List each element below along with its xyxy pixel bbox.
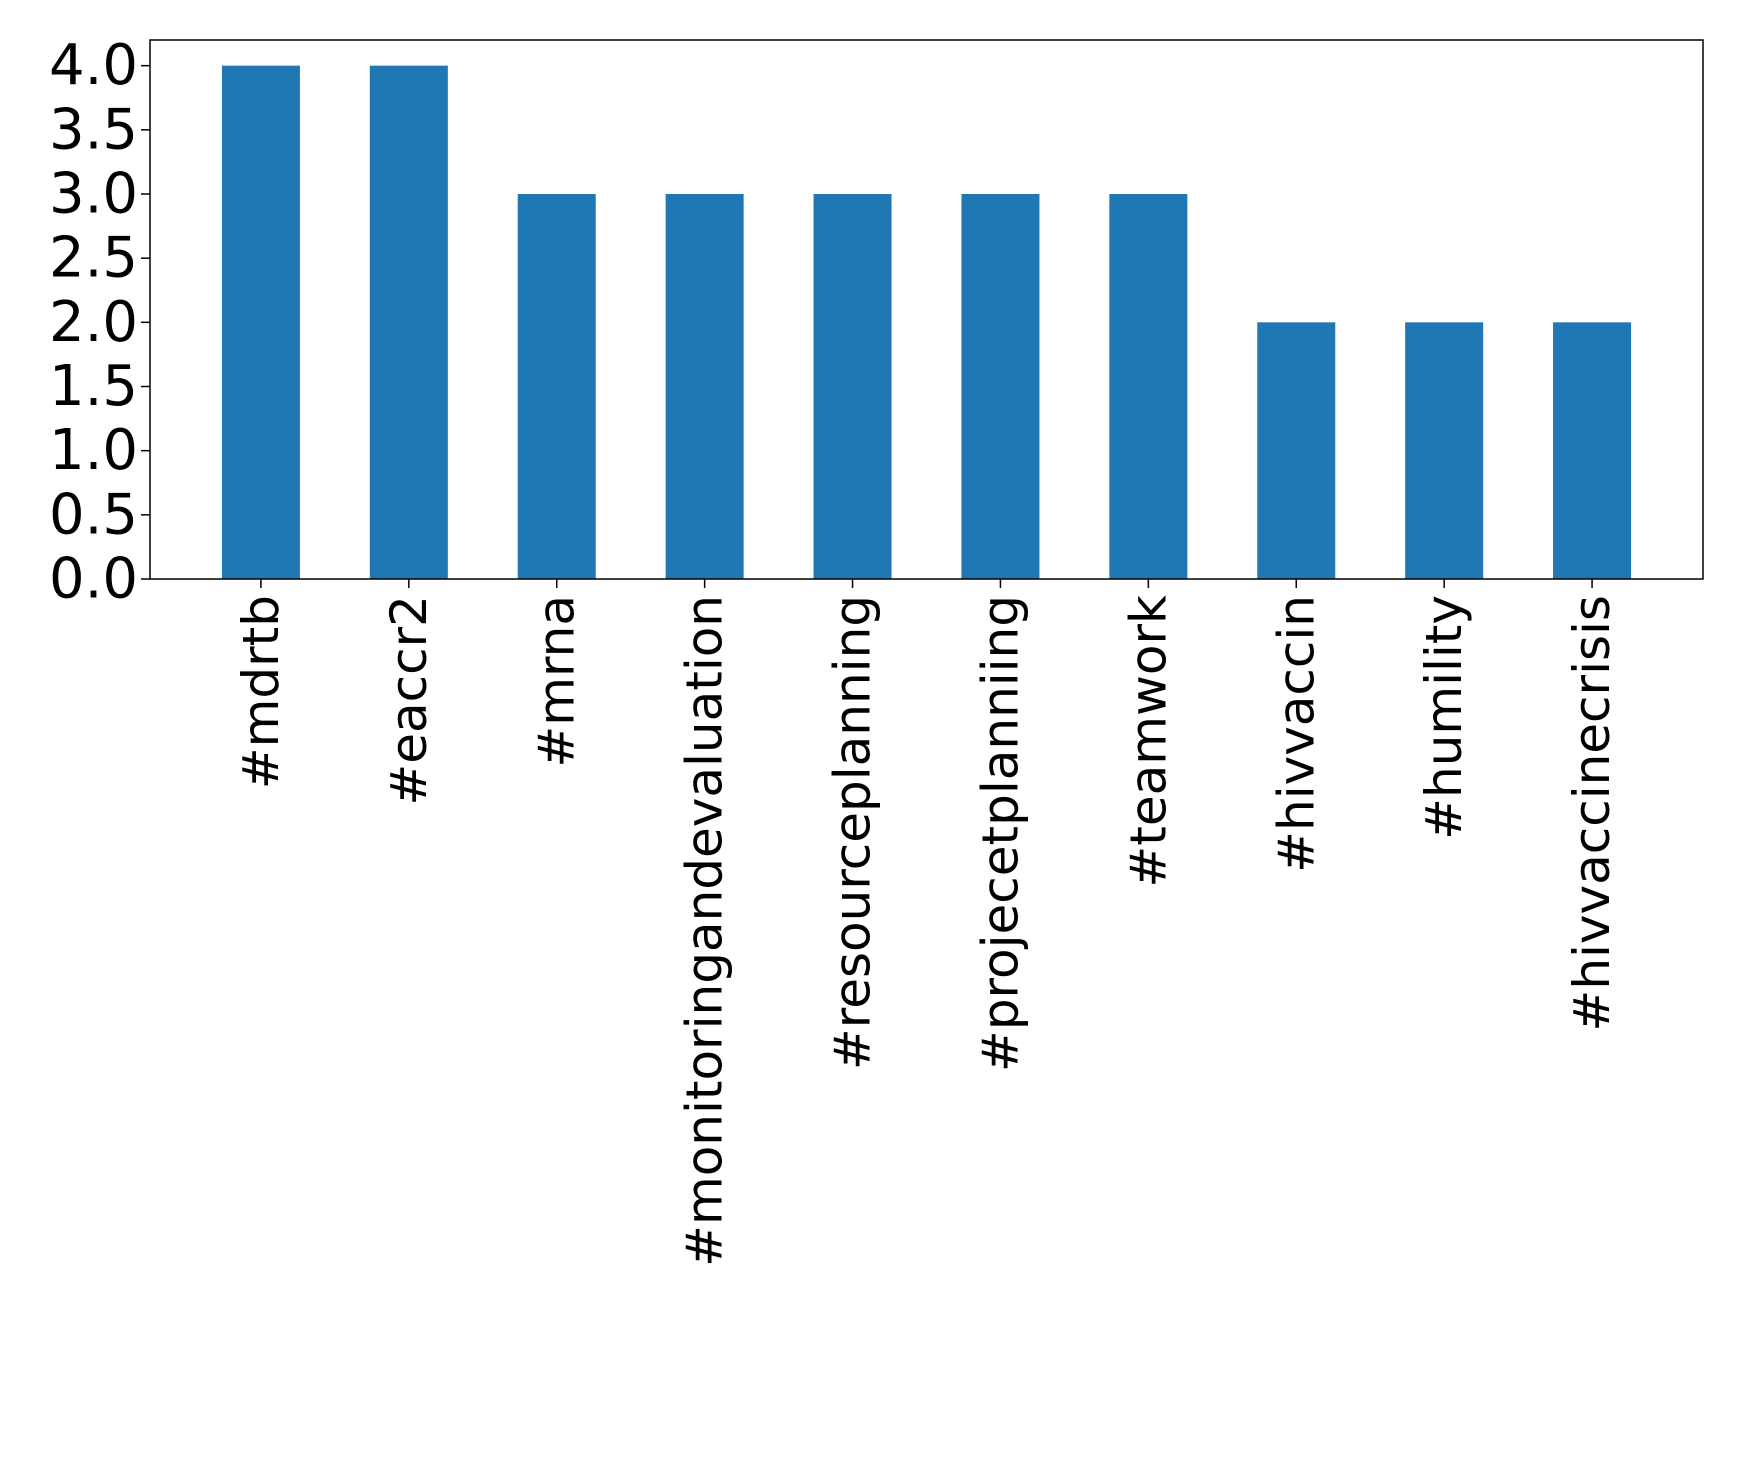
y-tick-label: 0.5 xyxy=(49,482,138,547)
x-tick-label: #monitoringandevaluation xyxy=(676,595,734,1267)
y-tick-label: 4.0 xyxy=(49,33,138,98)
y-tick-label: 1.0 xyxy=(49,418,138,483)
bar-series xyxy=(221,65,1632,580)
bar-humility xyxy=(1405,322,1484,579)
bar-teamwork xyxy=(1109,194,1188,579)
x-tick-label: #resourceplanning xyxy=(824,595,882,1070)
y-tick-label: 2.0 xyxy=(49,290,138,355)
bar-resourceplanning xyxy=(813,194,892,579)
x-tick-label: #mrna xyxy=(528,595,586,768)
x-tick-label: #projecetplanniing xyxy=(971,595,1029,1072)
x-tick-label: #teamwork xyxy=(1119,595,1177,888)
bar-monitoringandevaluation xyxy=(665,194,744,579)
x-axis-ticks: #mdrtb #eaccr2 #mrna #monitoringandevaluati… xyxy=(232,579,1621,1267)
x-tick-label: #eaccr2 xyxy=(380,595,438,806)
plot-frame xyxy=(149,39,1704,580)
bar-eaccr2 xyxy=(369,65,448,580)
y-tick-label: 3.5 xyxy=(49,97,138,162)
y-tick-label: 2.5 xyxy=(49,226,138,291)
bar-mrna xyxy=(517,194,596,579)
bar-hivvaccin xyxy=(1257,322,1336,579)
y-tick-label: 0.0 xyxy=(49,547,138,612)
x-tick-label: #mdrtb xyxy=(232,595,290,789)
bar-projecetplanniing xyxy=(961,194,1040,579)
y-axis-ticks: 0.00.51.01.52.02.53.03.54.0 xyxy=(49,33,150,612)
y-tick-label: 3.0 xyxy=(49,162,138,227)
bar-mdrtb xyxy=(221,65,300,580)
x-tick-label: #hivvaccinecrisis xyxy=(1563,595,1621,1032)
y-tick-label: 1.5 xyxy=(49,354,138,419)
x-tick-label: #hivvaccin xyxy=(1267,595,1325,873)
x-tick-label: #humility xyxy=(1415,595,1473,840)
bar-hivvaccinecrisis xyxy=(1553,322,1632,579)
